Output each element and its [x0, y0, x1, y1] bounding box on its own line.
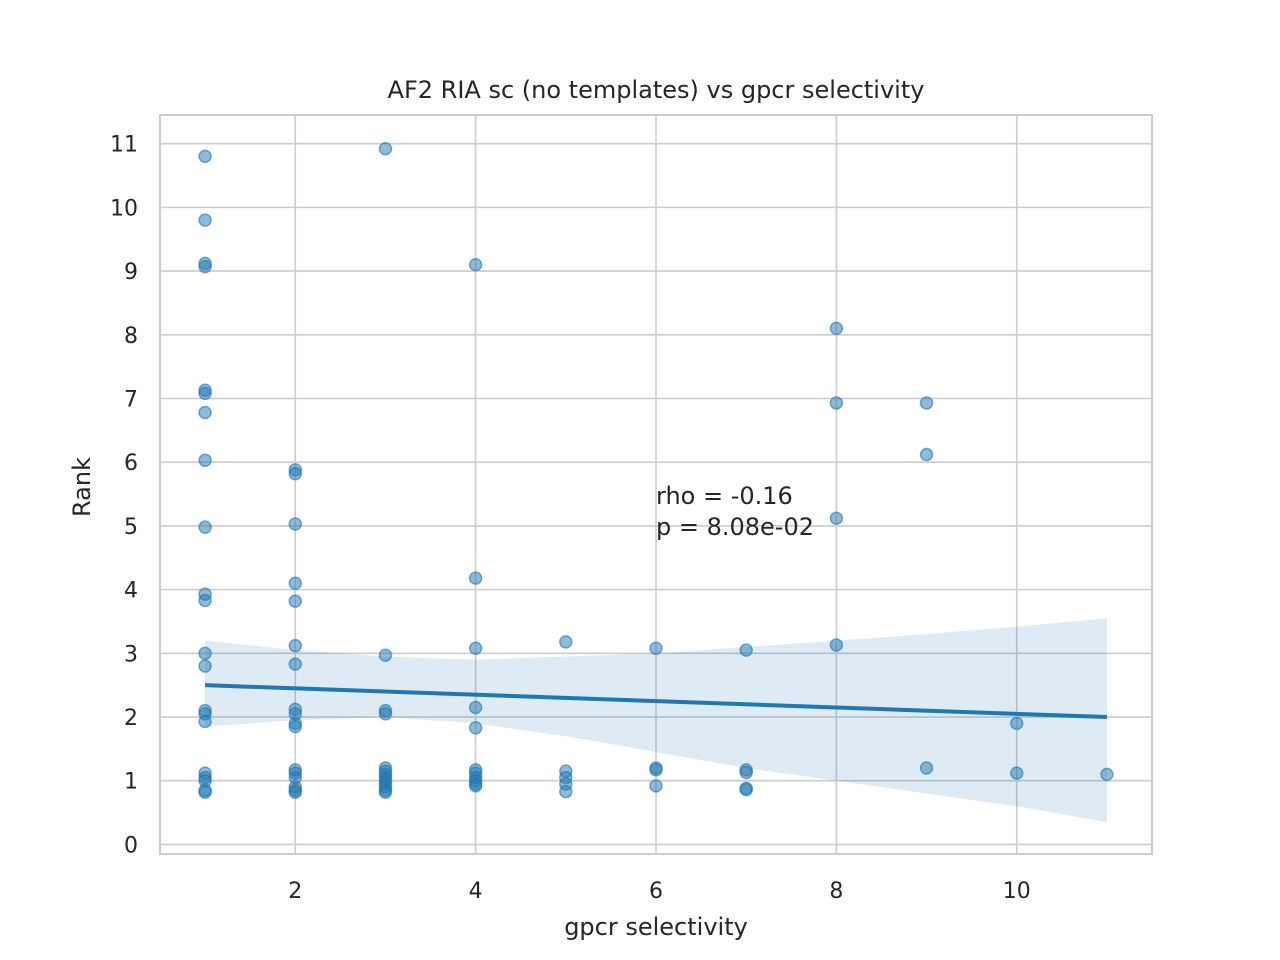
- data-point-15: [198, 714, 212, 729]
- correlation-annotation: rho = -0.16 p = 8.08e-02: [656, 482, 814, 541]
- data-point-84: [1009, 766, 1024, 780]
- y-tick-label-4: 4: [124, 579, 138, 604]
- y-axis-label: Rank: [68, 457, 96, 517]
- x-tick-label-3: 8: [829, 879, 843, 904]
- data-point-67: [649, 641, 663, 655]
- data-point-83: [1009, 716, 1024, 731]
- data-point-82: [919, 761, 934, 775]
- data-point-37: [288, 785, 303, 799]
- data-point-77: [829, 396, 844, 410]
- data-point-25: [288, 594, 303, 608]
- annotation-line-0: rho = -0.16: [656, 482, 793, 510]
- plot-frame: [159, 114, 1153, 855]
- data-point-0: [198, 149, 212, 164]
- data-point-66: [559, 784, 573, 799]
- data-point-50: [378, 785, 393, 799]
- data-point-31: [288, 719, 303, 734]
- regression-line: [205, 683, 1107, 720]
- x-tick-labels: 2 4 6 8 10: [288, 879, 1030, 904]
- y-tick-labels: 0 1 2 3 4 5 6 7 8 9 10 11: [110, 133, 138, 859]
- data-point-73: [739, 765, 753, 780]
- y-tick-label-10: 10: [110, 196, 138, 221]
- x-tick-label-4: 10: [1003, 879, 1031, 904]
- y-tick-label-11: 11: [110, 133, 138, 158]
- data-point-24: [288, 576, 303, 590]
- y-tick-label-6: 6: [124, 451, 138, 476]
- annotation-line-1: p = 8.08e-02: [656, 513, 814, 541]
- data-point-5: [198, 386, 212, 401]
- data-point-1: [198, 213, 212, 227]
- data-point-62: [559, 635, 573, 649]
- data-points: [198, 142, 1114, 799]
- data-point-11: [198, 646, 212, 661]
- confidence-band: [205, 618, 1107, 823]
- y-tick-label-1: 1: [124, 770, 138, 795]
- data-point-51: [468, 257, 483, 272]
- data-point-6: [198, 405, 212, 420]
- data-point-70: [649, 779, 663, 793]
- x-axis-label: gpcr selectivity: [564, 913, 748, 941]
- data-point-38: [378, 142, 393, 156]
- confidence-band-area: [205, 618, 1107, 823]
- data-point-54: [468, 700, 483, 715]
- data-point-27: [288, 657, 303, 671]
- y-tick-label-9: 9: [124, 260, 138, 285]
- y-tick-label-2: 2: [124, 706, 138, 731]
- x-tick-label-2: 6: [649, 879, 663, 904]
- data-point-10: [198, 593, 212, 608]
- grid-lines: [160, 115, 1152, 854]
- data-point-22: [288, 466, 303, 481]
- y-tick-label-7: 7: [124, 387, 138, 412]
- data-point-20: [198, 785, 212, 799]
- y-tick-label-8: 8: [124, 324, 138, 349]
- data-point-75: [739, 782, 753, 797]
- data-point-61: [468, 779, 483, 793]
- y-tick-label-0: 0: [124, 833, 138, 858]
- data-point-81: [919, 447, 934, 462]
- data-point-79: [829, 638, 844, 652]
- data-point-55: [468, 721, 483, 735]
- data-point-71: [739, 643, 753, 657]
- data-point-7: [198, 453, 212, 468]
- x-tick-label-1: 4: [469, 879, 483, 904]
- data-point-78: [829, 511, 844, 526]
- y-tick-label-5: 5: [124, 515, 138, 540]
- data-point-12: [198, 659, 212, 673]
- data-point-23: [288, 517, 303, 531]
- y-tick-label-3: 3: [124, 642, 138, 667]
- regression-line-group: [205, 683, 1107, 720]
- x-tick-label-0: 2: [288, 879, 302, 904]
- data-point-85: [1100, 767, 1114, 782]
- data-point-52: [468, 571, 483, 585]
- data-point-53: [468, 641, 483, 655]
- data-point-8: [198, 520, 212, 534]
- data-point-39: [378, 648, 393, 662]
- data-point-26: [288, 638, 303, 653]
- data-point-3: [198, 259, 212, 274]
- data-point-76: [829, 321, 844, 336]
- data-point-80: [919, 396, 934, 410]
- chart-title: AF2 RIA sc (no templates) vs gpcr select…: [388, 76, 925, 104]
- data-point-41: [378, 707, 393, 721]
- data-point-69: [649, 763, 663, 777]
